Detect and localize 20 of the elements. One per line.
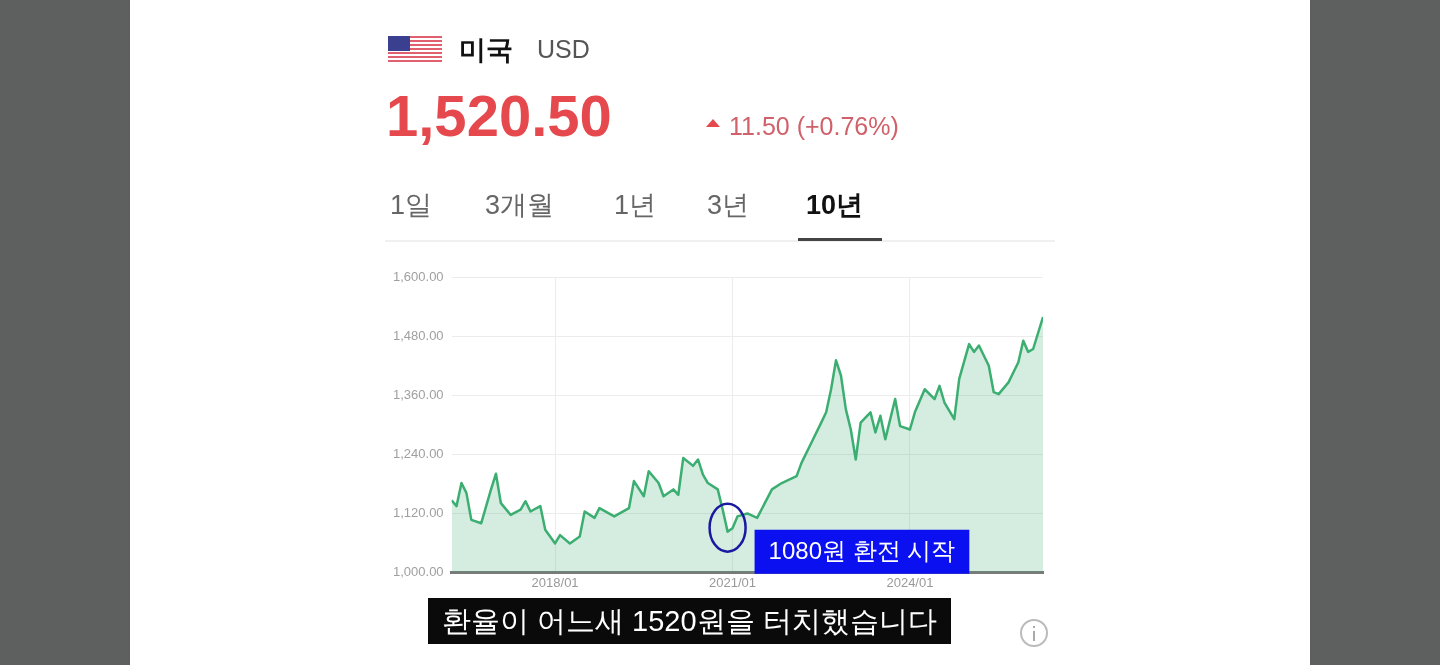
y-tick-label: 1,480.00 [392,328,444,344]
x-tick-label: 2024/01 [886,574,934,590]
text: 1년 [614,189,657,222]
text: 1일 [390,189,433,222]
chart-subtitle: USD [537,35,590,64]
y-tick-label: 1,240.00 [392,446,444,462]
text: 1,520.50 [386,82,612,149]
text: 3개월 [485,189,555,222]
text: 3년 [707,189,750,222]
text: 11.50 (+0.76%) [729,112,899,141]
text: 10년 [806,189,864,222]
y-tick-label: 1,600.00 [392,269,444,285]
x-tick-label: 2018/01 [531,574,579,590]
annotation: 1080원 환전 시작 [768,537,956,565]
y-tick-label: 1,000.00 [392,563,444,579]
y-tick-label: 1,360.00 [392,387,444,403]
text: 환율이 어느새 1520원을 터치했습니다 [428,598,951,644]
chart-title: 미국 [459,34,513,67]
y-tick-label: 1,120.00 [392,505,444,521]
x-tick-label: 2021/01 [709,574,757,590]
